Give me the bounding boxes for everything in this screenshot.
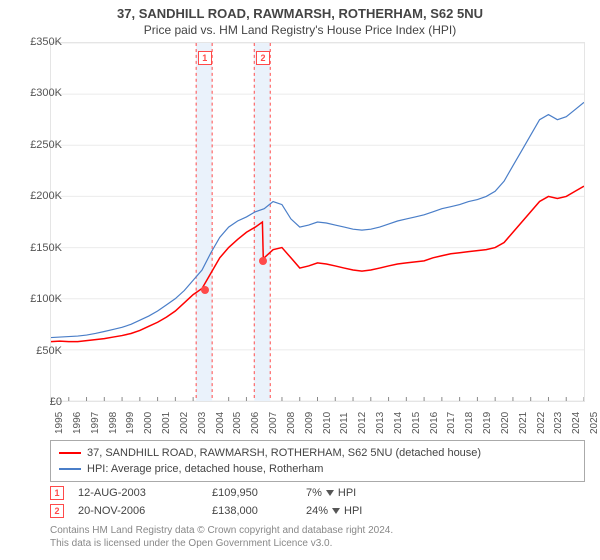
x-tick-label: 2005 (232, 412, 243, 434)
x-tick-label: 1998 (108, 412, 119, 434)
x-tick-label: 2020 (500, 412, 511, 434)
arrow-down-icon (332, 508, 340, 514)
sale-marker-price: £109,950 (212, 484, 292, 502)
x-tick-label: 2021 (518, 412, 529, 434)
y-tick-label: £150K (30, 242, 62, 254)
chart-container: { "header": { "title": "37, SANDHILL ROA… (0, 0, 600, 560)
x-tick-label: 2010 (322, 412, 333, 434)
x-tick-label: 2004 (215, 412, 226, 434)
x-tick-label: 2022 (536, 412, 547, 434)
x-tick-label: 2008 (286, 412, 297, 434)
x-tick-label: 2009 (304, 412, 315, 434)
sale-marker-box: 1 (198, 51, 212, 65)
sale-marker-number: 1 (50, 486, 64, 500)
y-tick-label: £350K (30, 36, 62, 48)
footer-attribution: Contains HM Land Registry data © Crown c… (50, 524, 393, 550)
x-tick-label: 2011 (339, 412, 350, 434)
sale-marker-dot (201, 286, 209, 294)
x-tick-label: 1997 (90, 412, 101, 434)
legend-label-property: 37, SANDHILL ROAD, RAWMARSH, ROTHERHAM, … (87, 445, 481, 461)
sale-marker-dot (259, 257, 267, 265)
y-tick-label: £100K (30, 293, 62, 305)
y-tick-label: £50K (36, 345, 62, 357)
sale-bands (196, 43, 270, 401)
series-line-property_price (51, 186, 584, 341)
x-tick-label: 2014 (393, 412, 404, 434)
sale-marker-delta: 24% HPI (306, 502, 362, 520)
x-tick-label: 2016 (429, 412, 440, 434)
x-tick-label: 2002 (179, 412, 190, 434)
x-tick-label: 2024 (571, 412, 582, 434)
legend-label-hpi: HPI: Average price, detached house, Roth… (87, 461, 323, 477)
chart-plot-area: 12 (50, 42, 585, 402)
x-tick-label: 2023 (553, 412, 564, 434)
x-tick-label: 2007 (268, 412, 279, 434)
chart-lines (51, 102, 584, 341)
sale-marker-number: 2 (50, 504, 64, 518)
x-tick-label: 2006 (250, 412, 261, 434)
x-tick-label: 2013 (375, 412, 386, 434)
sale-marker-delta: 7% HPI (306, 484, 356, 502)
chart-svg (51, 43, 584, 401)
footer-line-2: This data is licensed under the Open Gov… (50, 537, 393, 550)
legend-swatch-hpi (59, 468, 81, 470)
x-tick-label: 2003 (197, 412, 208, 434)
x-tick-label: 2001 (161, 412, 172, 434)
legend-item-property: 37, SANDHILL ROAD, RAWMARSH, ROTHERHAM, … (59, 445, 576, 461)
x-tick-label: 1999 (125, 412, 136, 434)
x-tick-label: 1996 (72, 412, 83, 434)
x-tick-label: 2012 (357, 412, 368, 434)
x-tick-label: 2019 (482, 412, 493, 434)
x-tick-label: 2018 (464, 412, 475, 434)
sale-marker-price: £138,000 (212, 502, 292, 520)
sale-marker-row: 1 12-AUG-2003 £109,950 7% HPI (50, 484, 585, 502)
legend-swatch-property (59, 452, 81, 454)
y-tick-label: £250K (30, 139, 62, 151)
x-tick-label: 2017 (446, 412, 457, 434)
series-line-hpi_rotherham (51, 102, 584, 337)
sale-marker-date: 12-AUG-2003 (78, 484, 198, 502)
sale-marker-date: 20-NOV-2006 (78, 502, 198, 520)
sale-markers-table: 1 12-AUG-2003 £109,950 7% HPI 2 20-NOV-2006 £1… (50, 484, 585, 520)
legend-item-hpi: HPI: Average price, detached house, Roth… (59, 461, 576, 477)
y-tick-label: £300K (30, 87, 62, 99)
legend: 37, SANDHILL ROAD, RAWMARSH, ROTHERHAM, … (50, 440, 585, 482)
x-tick-label: 2015 (411, 412, 422, 434)
y-tick-label: £200K (30, 190, 62, 202)
x-tick-label: 1995 (54, 412, 65, 434)
y-tick-label: £0 (50, 396, 62, 408)
arrow-down-icon (326, 490, 334, 496)
x-tick-label: 2025 (589, 412, 600, 434)
sale-marker-box: 2 (256, 51, 270, 65)
sale-marker-row: 2 20-NOV-2006 £138,000 24% HPI (50, 502, 585, 520)
x-tick-label: 2000 (143, 412, 154, 434)
chart-subtitle: Price paid vs. HM Land Registry's House … (0, 21, 600, 37)
chart-title: 37, SANDHILL ROAD, RAWMARSH, ROTHERHAM, … (0, 0, 600, 21)
footer-line-1: Contains HM Land Registry data © Crown c… (50, 524, 393, 537)
